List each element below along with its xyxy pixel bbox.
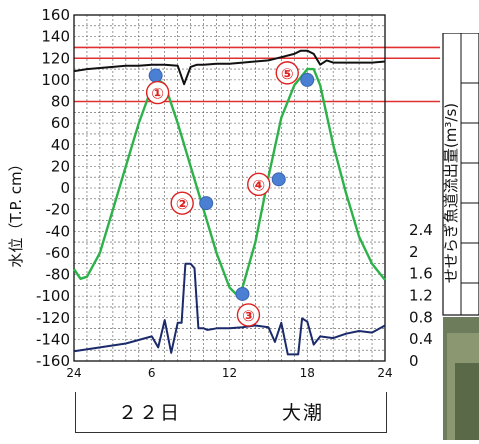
secondary-panel-graphic: せせらぎ魚道流出量(m³/s) — [442, 32, 479, 440]
series-line-navy — [73, 262, 386, 356]
right-axis-ticks: 2.4 2 1.6 1.2 0.8 0.4 0 — [409, 221, 433, 370]
y-tick-label: 40 — [51, 136, 70, 154]
y2-tick-label: 0 — [409, 352, 419, 370]
y-tick-label: 120 — [41, 49, 70, 67]
y2-tick-label: 2.4 — [409, 221, 433, 239]
y-tick-label: 160 — [41, 6, 70, 24]
y2-tick-label: 1.6 — [409, 265, 433, 283]
right-axis-label: せせらぎ魚道流出量(m³/s) — [442, 103, 460, 283]
reference-lines — [74, 46, 440, 103]
y-tick-label: -100 — [36, 287, 70, 305]
y-tick-label: 20 — [51, 157, 70, 175]
marker-layer: ① ② ③ ④ ⑤ — [145, 61, 315, 327]
data-point-marker — [199, 196, 214, 211]
marker-label-badge — [145, 80, 170, 105]
left-axis-ticks: 160 140 120 100 80 60 40 20 0 -20 -40 -60 -80 -100 -12… — [36, 6, 70, 370]
series-line-green — [73, 67, 386, 296]
caption-day: ２２日 — [118, 402, 182, 424]
y-tick-label: -80 — [46, 266, 71, 284]
y2-tick-label: 0.8 — [409, 308, 433, 326]
caption-tide: 大潮 — [282, 402, 325, 424]
x-tick-label: 24 — [377, 366, 392, 380]
y2-tick-label: 0.4 — [409, 330, 433, 348]
marker-label-badge — [275, 61, 299, 85]
y-tick-label: -120 — [36, 309, 70, 327]
marker-label: ② — [176, 195, 189, 213]
y-tick-label: 60 — [51, 114, 70, 132]
data-point-marker — [271, 172, 286, 187]
y-tick-label: -40 — [46, 222, 71, 240]
marker-label-badge — [236, 303, 261, 327]
marker-label: ① — [151, 85, 164, 103]
y2-tick-label: 2 — [409, 243, 419, 261]
y-tick-label: -60 — [46, 244, 71, 262]
x-tick-label: 24 — [66, 366, 81, 380]
data-point-marker — [235, 286, 250, 301]
y-tick-label: 0 — [60, 179, 70, 197]
y-tick-label: -160 — [36, 352, 70, 370]
x-tick-label: 12 — [222, 366, 237, 380]
y-tick-label: -20 — [46, 201, 71, 219]
x-tick-label: 18 — [300, 366, 315, 380]
series-layer — [73, 49, 386, 356]
caption-box — [75, 392, 387, 433]
x-axis-ticks: 24 6 12 18 24 — [66, 366, 392, 380]
right-secondary-panel: せせらぎ魚道流出量(m³/s) — [441, 32, 479, 440]
marker-label-badge — [247, 172, 271, 197]
marker-label: ⑤ — [281, 65, 294, 83]
marker-label: ④ — [252, 176, 265, 194]
y-tick-label: 80 — [51, 93, 70, 111]
plot-frame — [73, 14, 386, 362]
left-axis-label: 水位（T.P. cm） — [7, 156, 25, 267]
data-point-marker — [300, 72, 315, 87]
y-tick-label: -140 — [36, 330, 70, 348]
marker-label: ③ — [242, 307, 255, 325]
series-line-black — [73, 49, 386, 86]
x-tick-label: 6 — [148, 366, 156, 380]
marker-label-badge — [170, 191, 194, 215]
y2-tick-label: 1.2 — [409, 287, 433, 305]
y-tick-label: 140 — [41, 28, 70, 46]
y-tick-label: 100 — [41, 71, 70, 89]
data-point-marker — [148, 68, 163, 83]
